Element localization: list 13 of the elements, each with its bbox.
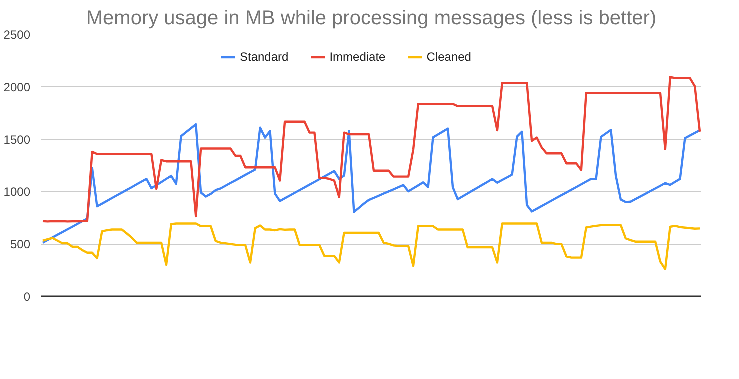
y-tick-label: 1000 [4,185,31,200]
y-tick-label: 2500 [4,28,31,42]
chart-title: Memory usage in MB while processing messages (less is better) [86,8,657,30]
legend-label: Immediate [330,50,386,64]
line-series [42,222,702,270]
y-tick-label: 500 [10,238,31,252]
y-tick-label: 2000 [4,80,31,94]
legend-label: Standard [240,50,289,64]
line-series [42,123,702,244]
legend-label: Cleaned [426,50,472,64]
y-tick-label: 1500 [4,132,31,147]
y-tick-label: 0 [24,290,31,304]
line-series [42,76,702,223]
